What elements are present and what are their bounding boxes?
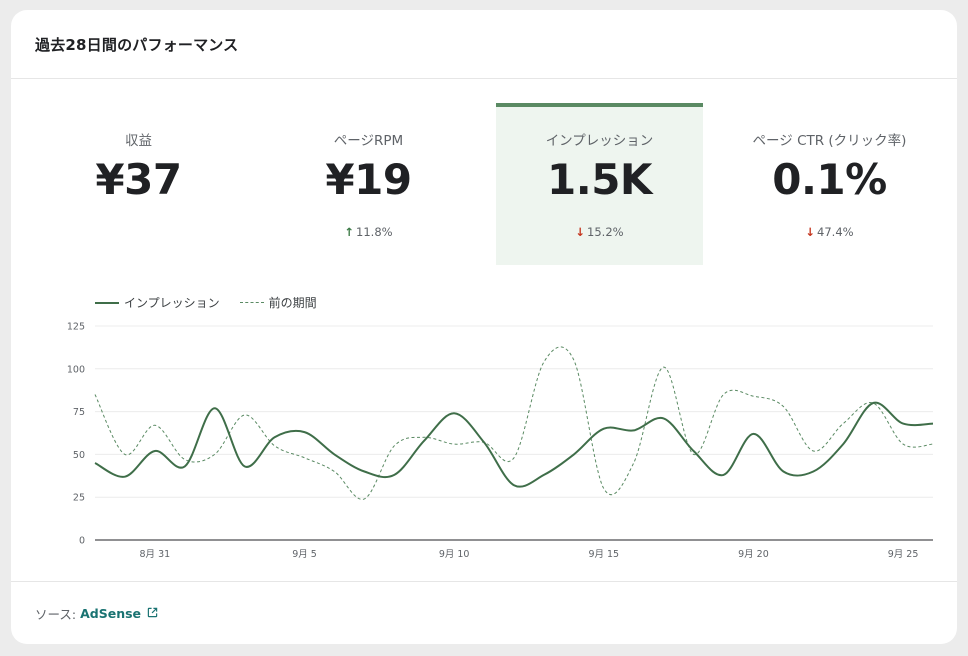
x-tick-label: 9月 20 bbox=[738, 549, 769, 560]
metric-value: ¥19 bbox=[325, 155, 412, 204]
arrow-down-icon: ↓ bbox=[805, 225, 816, 239]
card-title: 過去28日間のパフォーマンス bbox=[35, 35, 239, 54]
metric-value: 1.5K bbox=[547, 155, 652, 204]
metric-page-ctr[interactable]: ページ CTR (クリック率) 0.1% ↓ 47.4% bbox=[726, 103, 933, 265]
x-tick-label: 9月 10 bbox=[439, 549, 470, 560]
metrics-row: 収益 ¥37 ページRPM ¥19 ↑ 11.8% インプレッション 1.5K ↓… bbox=[11, 103, 957, 265]
source-label: ソース: bbox=[35, 606, 77, 622]
adsense-link[interactable]: AdSense bbox=[80, 606, 158, 621]
change-value: 11.8% bbox=[356, 225, 393, 239]
metric-revenue[interactable]: 収益 ¥37 bbox=[35, 103, 242, 265]
y-tick-label: 25 bbox=[73, 493, 85, 504]
metric-change: ↓ 47.4% bbox=[726, 225, 933, 239]
legend-label-current: インプレッション bbox=[124, 296, 220, 310]
chart-series bbox=[94, 346, 934, 500]
legend-current[interactable]: インプレッション bbox=[95, 294, 220, 311]
impressions-line-chart[interactable]: 0 25 50 75 100 125 8月 31 9月 5 9月 10 9月 15 9月 20 9月… bbox=[11, 300, 957, 570]
x-tick-label: 9月 25 bbox=[888, 549, 919, 560]
metric-impressions[interactable]: インプレッション 1.5K ↓ 15.2% bbox=[496, 103, 703, 265]
metric-page-rpm[interactable]: ページRPM ¥19 ↑ 11.8% bbox=[265, 103, 472, 265]
change-value: 15.2% bbox=[587, 225, 624, 239]
x-axis-ticks: 8月 31 9月 5 9月 10 9月 15 9月 20 9月 25 bbox=[140, 549, 919, 560]
y-tick-label: 125 bbox=[67, 322, 85, 333]
series-line-impressions bbox=[94, 401, 934, 488]
arrow-down-icon: ↓ bbox=[575, 225, 586, 239]
y-tick-label: 50 bbox=[73, 450, 85, 461]
change-value: 47.4% bbox=[817, 225, 854, 239]
legend-previous[interactable]: 前の期間 bbox=[239, 294, 317, 311]
metric-label: ページ CTR (クリック率) bbox=[752, 133, 907, 149]
x-tick-label: 9月 5 bbox=[292, 549, 317, 560]
chart-grid bbox=[95, 325, 933, 541]
metric-value: ¥37 bbox=[95, 155, 182, 204]
card-footer: ソース: AdSense bbox=[11, 581, 957, 644]
y-tick-label: 75 bbox=[73, 407, 85, 418]
y-tick-label: 100 bbox=[67, 364, 85, 375]
y-tick-label: 0 bbox=[79, 536, 85, 547]
chart-legend: インプレッション 前の期間 bbox=[95, 294, 337, 311]
metric-change: ↓ 15.2% bbox=[496, 225, 703, 239]
metric-label: 収益 bbox=[125, 133, 152, 149]
legend-label-previous: 前の期間 bbox=[268, 296, 317, 310]
metric-label: インプレッション bbox=[545, 133, 654, 149]
x-tick-label: 8月 31 bbox=[140, 549, 171, 560]
metric-label: ページRPM bbox=[333, 133, 404, 149]
metric-value: 0.1% bbox=[772, 155, 887, 204]
card-header: 過去28日間のパフォーマンス bbox=[11, 10, 957, 79]
performance-card: 過去28日間のパフォーマンス 収益 ¥37 ページRPM ¥19 ↑ 11.8% … bbox=[11, 10, 957, 644]
metric-change: ↑ 11.8% bbox=[265, 225, 472, 239]
y-axis-ticks: 0 25 50 75 100 125 bbox=[67, 322, 85, 547]
arrow-up-icon: ↑ bbox=[344, 225, 355, 239]
series-line-previous-period bbox=[94, 346, 934, 500]
source-link-text: AdSense bbox=[80, 605, 142, 621]
legend-swatch-solid bbox=[95, 301, 119, 304]
legend-swatch-dashed bbox=[239, 302, 264, 303]
external-link-icon bbox=[147, 606, 158, 621]
x-tick-label: 9月 15 bbox=[588, 549, 619, 560]
